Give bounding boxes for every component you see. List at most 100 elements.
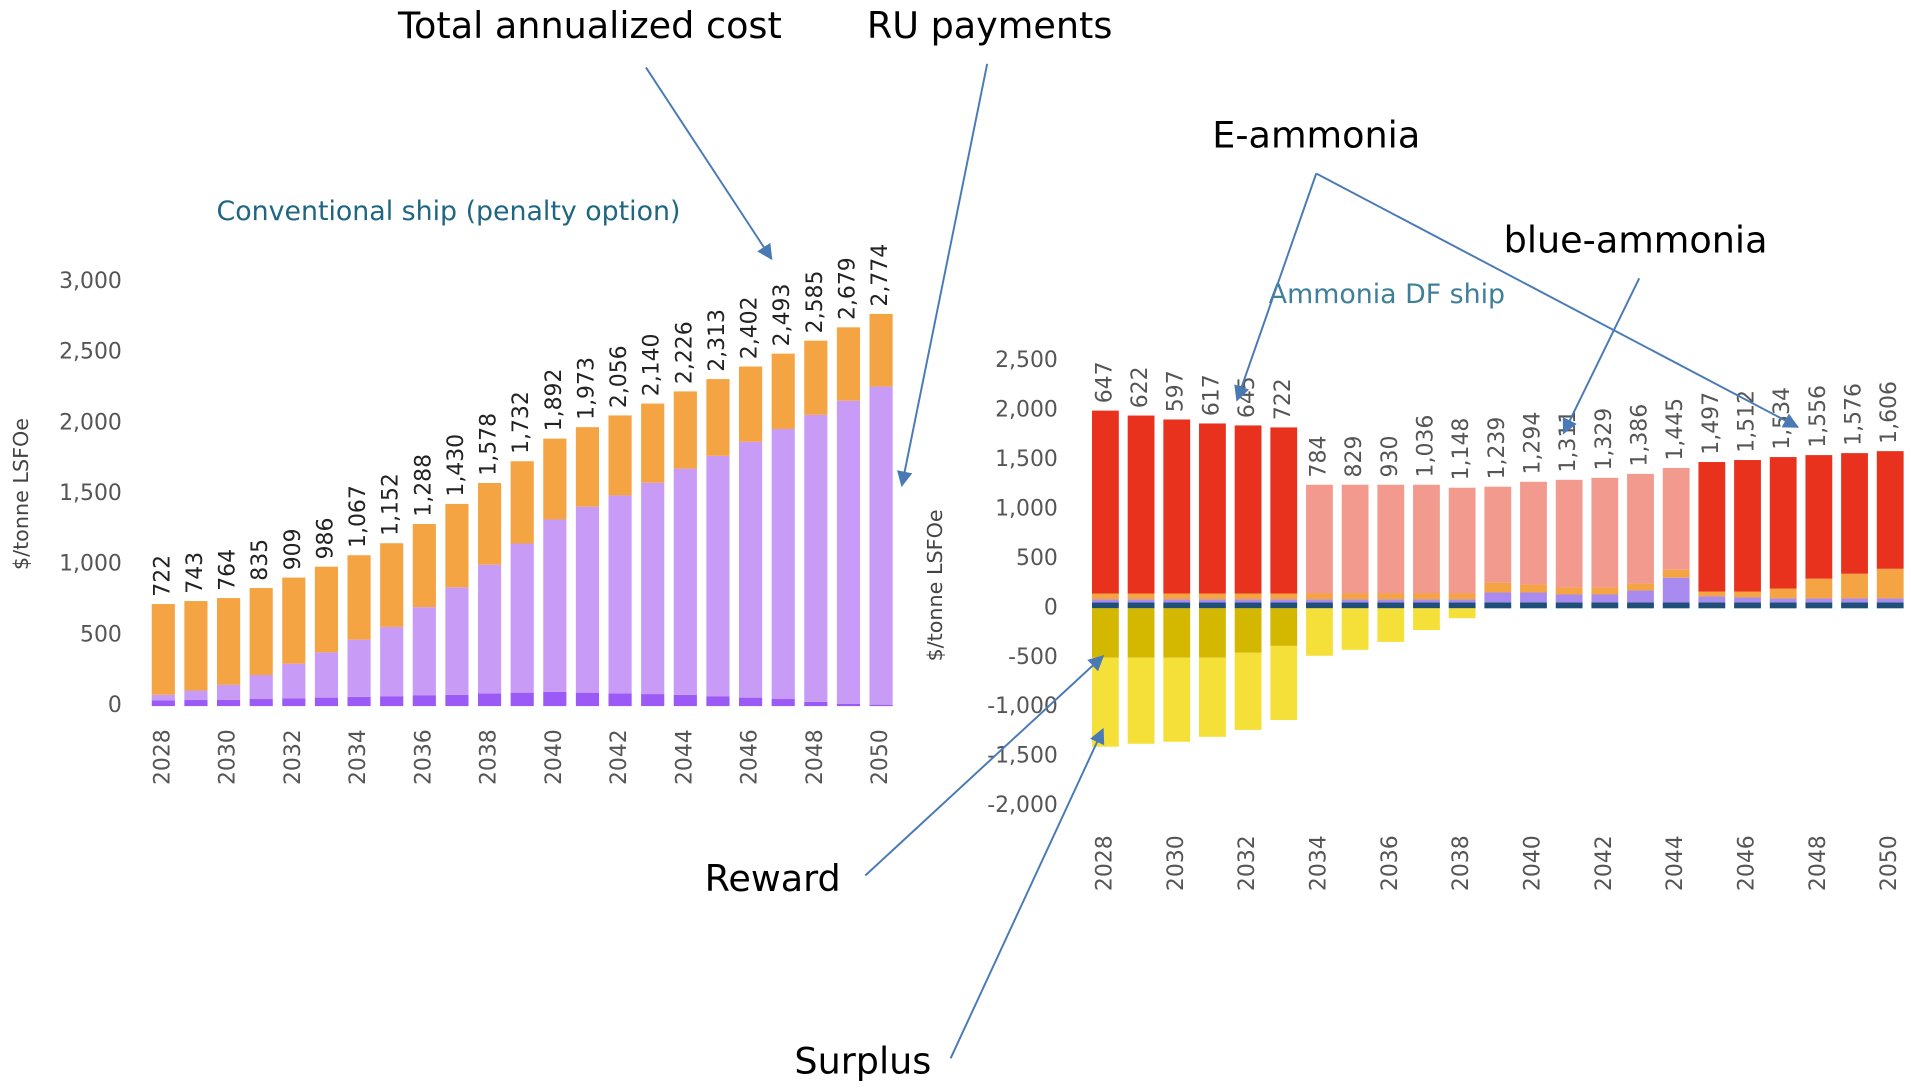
chart-title: Conventional ship (penalty option) bbox=[217, 196, 681, 227]
y-tick-label: 2,000 bbox=[59, 410, 122, 435]
bar-segment bbox=[1199, 657, 1226, 737]
bar-label: 1,892 bbox=[542, 369, 567, 432]
annotation: E-ammonia bbox=[1212, 113, 1420, 156]
arrow bbox=[1562, 277, 1641, 435]
x-tick-label: 2040 bbox=[542, 729, 567, 785]
bar-segment bbox=[1520, 584, 1547, 593]
bar-segment bbox=[1413, 608, 1440, 631]
annotations: Total annualized cost RU payments E-ammo… bbox=[397, 4, 1800, 1083]
bar-segment bbox=[347, 555, 371, 640]
chart-title: Ammonia DF ship bbox=[1269, 279, 1505, 310]
bar-segment bbox=[1484, 602, 1512, 609]
x-tick-label: 2048 bbox=[1806, 835, 1831, 891]
bar-segment bbox=[1127, 415, 1155, 594]
bar-segment bbox=[1734, 602, 1761, 609]
annotation: blue-ammonia bbox=[1504, 218, 1768, 261]
bar-segment bbox=[1163, 602, 1191, 609]
bar-segment bbox=[1662, 602, 1690, 609]
bar-segment bbox=[1769, 588, 1797, 599]
bar-segment bbox=[1448, 599, 1476, 603]
bar-segment bbox=[314, 697, 339, 707]
x-tick-label: 2042 bbox=[1592, 835, 1617, 891]
bar-segment bbox=[445, 503, 469, 588]
bar-segment bbox=[1662, 569, 1690, 578]
bar-segment bbox=[1555, 602, 1583, 609]
bar-segment bbox=[1769, 598, 1797, 603]
bar-segment bbox=[1734, 597, 1761, 603]
bar-segment bbox=[739, 441, 763, 698]
x-tick-label: 2046 bbox=[1735, 835, 1760, 891]
bar-label: 1,497 bbox=[1699, 392, 1724, 455]
bar-segment bbox=[1092, 657, 1119, 747]
x-tick-label: 2032 bbox=[1235, 835, 1260, 891]
bar-segment bbox=[706, 696, 730, 707]
bar-segment bbox=[1341, 602, 1369, 609]
bar-segment bbox=[1199, 593, 1226, 600]
bar-label: 764 bbox=[216, 549, 241, 591]
x-tick-label: 2044 bbox=[1663, 835, 1688, 891]
bar-label: 1,148 bbox=[1449, 418, 1474, 481]
bar-segment bbox=[445, 694, 469, 707]
bar-segment bbox=[836, 327, 861, 401]
bar-segment bbox=[608, 495, 632, 694]
bar-segment bbox=[1341, 593, 1369, 600]
y-tick-label: 2,000 bbox=[995, 398, 1058, 423]
bar-segment bbox=[249, 588, 273, 675]
bar-label: 829 bbox=[1342, 436, 1367, 478]
bar-segment bbox=[673, 468, 697, 695]
arrow bbox=[864, 655, 1105, 877]
bar-label: 909 bbox=[281, 528, 306, 570]
bar-segment bbox=[380, 696, 404, 707]
charts: Conventional ship (penalty option) $/tonn… bbox=[9, 196, 1904, 891]
y-tick-label: 0 bbox=[1044, 595, 1058, 620]
bar-segment bbox=[836, 400, 861, 704]
x-tick-label: 2050 bbox=[1877, 835, 1902, 891]
x-tick-label: 2040 bbox=[1520, 835, 1545, 891]
arrow bbox=[1315, 172, 1800, 428]
bar-segment bbox=[184, 699, 208, 707]
bar-segment bbox=[1448, 602, 1476, 609]
arrow bbox=[949, 727, 1105, 1059]
x-tick-label: 2042 bbox=[607, 729, 632, 785]
bar-label: 1,239 bbox=[1485, 417, 1510, 480]
bar-label: 722 bbox=[1271, 378, 1296, 420]
bar-label: 2,493 bbox=[770, 284, 795, 347]
x-tick-label: 2028 bbox=[150, 729, 175, 785]
bar-segment bbox=[1662, 577, 1690, 603]
bar-segment bbox=[216, 699, 241, 707]
bar-segment bbox=[412, 607, 436, 696]
bar-segment bbox=[1270, 608, 1298, 646]
bar-segment bbox=[1841, 602, 1868, 609]
y-axis-title: $/tonne LSFOe bbox=[923, 509, 947, 661]
bar-segment bbox=[1092, 410, 1119, 594]
bar-label: 1,606 bbox=[1877, 381, 1902, 444]
arrow bbox=[897, 63, 989, 488]
bar-segment bbox=[1199, 599, 1226, 603]
y-tick-label: 500 bbox=[1016, 546, 1058, 571]
bar-segment bbox=[804, 701, 828, 707]
bar-segment bbox=[1127, 599, 1155, 603]
bar-segment bbox=[771, 428, 795, 700]
bar-segment bbox=[706, 455, 730, 697]
bar-segment bbox=[543, 691, 567, 707]
bar-segment bbox=[1234, 599, 1262, 603]
y-tick-label: 500 bbox=[80, 622, 122, 647]
annotation: Total annualized cost bbox=[397, 4, 782, 47]
bar-label: 1,288 bbox=[411, 454, 436, 517]
bar-label: 2,140 bbox=[640, 333, 665, 396]
x-tick-label: 2046 bbox=[738, 729, 763, 785]
bar-segment bbox=[1234, 608, 1262, 653]
bar-segment bbox=[673, 694, 697, 707]
bar-segment bbox=[1341, 599, 1369, 603]
bar-segment bbox=[1234, 602, 1262, 609]
bar-label: 622 bbox=[1128, 366, 1153, 408]
annotation: Surplus bbox=[794, 1040, 931, 1083]
x-tick-label: 2034 bbox=[346, 729, 371, 785]
bar-label: 617 bbox=[1199, 374, 1224, 416]
bar-segment bbox=[282, 577, 306, 664]
bar-label: 835 bbox=[248, 539, 273, 581]
y-axis-title: $/tonne LSFOe bbox=[9, 418, 33, 570]
bar-label: 1,386 bbox=[1627, 404, 1652, 467]
bar-segment bbox=[1698, 462, 1726, 592]
bar-segment bbox=[1841, 453, 1868, 574]
